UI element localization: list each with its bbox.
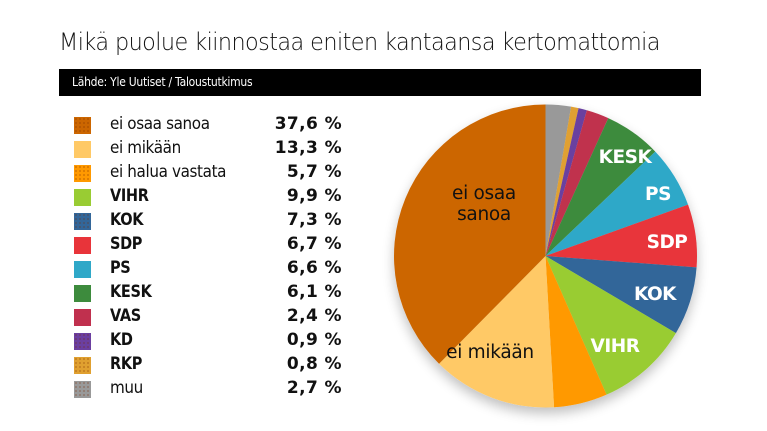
pie-slice-kesk — [545, 118, 656, 257]
pie-slice-kok — [545, 256, 697, 334]
legend-value: 0,8 % — [286, 354, 342, 374]
legend-swatch — [74, 261, 91, 278]
legend-label: ei mikään — [110, 138, 181, 157]
legend-item: ei mikään 13,3 % — [74, 138, 342, 158]
legend-label: muu — [110, 378, 143, 397]
legend-item: PS 6,6 % — [74, 258, 342, 278]
pie-label: sanoa — [457, 204, 511, 225]
legend-swatch — [74, 117, 91, 134]
pie-chart: KESK PS SDP KOK VIHR ei mikään ei osaa sanoa — [380, 96, 720, 431]
legend-value: 6,6 % — [286, 258, 342, 278]
chart-title: Mikä puolue kiinnostaa eniten kantaansa … — [59, 28, 660, 56]
legend-item: VAS 2,4 % — [74, 306, 342, 326]
legend-label: KOK — [110, 210, 144, 229]
legend-label: RKP — [110, 354, 143, 373]
legend-value: 9,9 % — [286, 186, 342, 206]
legend-item: KESK 6,1 % — [74, 282, 342, 302]
legend-value: 13,3 % — [274, 138, 342, 158]
legend-value: 0,9 % — [286, 330, 342, 350]
pie-slice-muu — [545, 104, 572, 256]
pie-label: SDP — [647, 232, 688, 253]
legend-item: ei halua vastata 5,7 % — [74, 162, 342, 182]
legend-label: ei osaa sanoa — [110, 114, 210, 133]
legend-value: 7,3 % — [286, 210, 342, 230]
legend-swatch — [74, 213, 91, 230]
legend-item: muu 2,7 % — [74, 378, 342, 398]
pie-slice-kd — [545, 108, 587, 257]
legend-swatch — [74, 381, 91, 398]
legend-label: VAS — [110, 306, 141, 325]
legend-value: 2,4 % — [286, 306, 342, 326]
pie-label: PS — [645, 184, 671, 205]
legend-swatch — [74, 309, 91, 326]
legend-value: 5,7 % — [286, 162, 342, 182]
pie-label: ei mikään — [446, 342, 534, 363]
legend-swatch — [74, 141, 91, 158]
legend-item: SDP 6,7 % — [74, 234, 342, 254]
legend-swatch — [74, 357, 91, 374]
legend-label: SDP — [110, 234, 143, 253]
pie-slice-ei-mikään — [439, 256, 555, 408]
pie-slice-vas — [545, 110, 609, 256]
legend-item: VIHR 9,9 % — [74, 186, 342, 206]
legend-value: 2,7 % — [286, 378, 342, 398]
pie-slice-rkp — [545, 106, 579, 256]
pie-label: VIHR — [591, 336, 640, 357]
legend-label: KESK — [110, 282, 152, 301]
pie-label: KESK — [599, 147, 653, 168]
legend-label: PS — [110, 258, 131, 277]
legend-swatch — [74, 237, 91, 254]
pie-slice-sdp — [545, 204, 697, 268]
legend-label: KD — [110, 330, 133, 349]
pie-label: KOK — [634, 284, 677, 305]
source-text: Lähde: Yle Uutiset / Taloustutkimus — [72, 75, 253, 89]
source-bar: Lähde: Yle Uutiset / Taloustutkimus — [59, 69, 701, 96]
legend-value: 37,6 % — [274, 114, 342, 134]
legend-swatch — [74, 189, 91, 206]
legend-item: ei osaa sanoa 37,6 % — [74, 114, 342, 134]
legend-item: RKP 0,8 % — [74, 354, 342, 374]
pie-slices — [393, 104, 697, 408]
legend-swatch — [74, 333, 91, 350]
legend-value: 6,1 % — [286, 282, 342, 302]
legend-value: 6,7 % — [286, 234, 342, 254]
legend-label: VIHR — [110, 186, 149, 205]
pie-slice-vihr — [545, 256, 676, 395]
legend-label: ei halua vastata — [110, 162, 227, 181]
legend-item: KD 0,9 % — [74, 330, 342, 350]
pie-label: ei osaa — [452, 183, 516, 204]
pie-slice-ps — [545, 151, 689, 256]
pie-slice-ei-osaa-sanoa — [393, 104, 546, 364]
legend-item: KOK 7,3 % — [74, 210, 342, 230]
legend-swatch — [74, 285, 91, 302]
legend-swatch — [74, 165, 91, 182]
pie-slice-ei-halua-vastata — [545, 256, 607, 408]
